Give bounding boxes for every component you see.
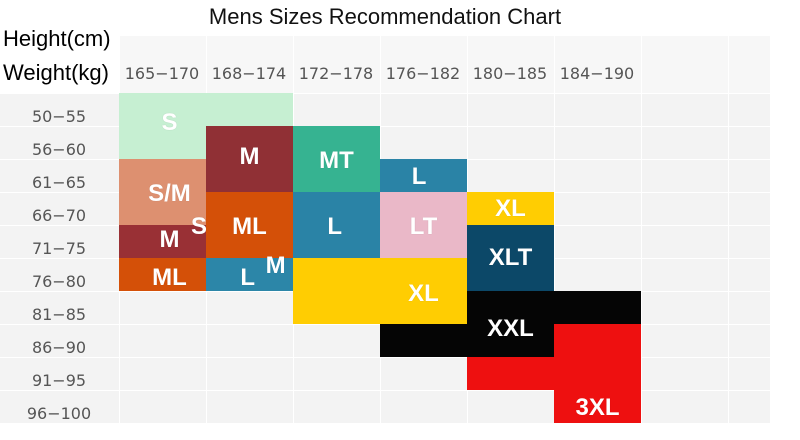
weight-tick-label: 96−100: [26, 404, 92, 423]
size-block: [119, 258, 206, 291]
size-label: XL: [495, 194, 526, 222]
height-tick-label: 184−190: [559, 64, 635, 83]
weight-tick-label: 91−95: [31, 371, 87, 390]
size-block: [119, 159, 206, 225]
size-label: ML: [152, 263, 187, 291]
size-label: XLT: [488, 244, 533, 271]
size-block: [119, 93, 293, 126]
weight-tick-label: 61−65: [31, 173, 87, 192]
height-tick-label: 180−185: [472, 64, 548, 83]
grid-line: [0, 423, 770, 424]
size-block: [293, 258, 380, 324]
size-label: S: [191, 212, 208, 240]
size-label: M: [265, 252, 286, 280]
size-block: [467, 225, 554, 291]
grid-line: [554, 36, 555, 423]
size-block: [119, 225, 206, 258]
size-block: [293, 192, 380, 258]
size-block: [206, 258, 293, 291]
weight-tick-label: 86−90: [31, 338, 87, 357]
size-label: L: [327, 212, 343, 240]
size-block: [467, 192, 554, 225]
grid-line: [0, 126, 770, 127]
weight-tick-label: 66−70: [31, 206, 87, 225]
grid-line: [0, 93, 770, 94]
size-label: S/M: [148, 179, 191, 207]
weight-tick-label: 81−85: [31, 305, 87, 324]
height-tick-label: 168−174: [211, 64, 287, 83]
size-label: S: [161, 108, 178, 136]
size-label: M: [159, 225, 180, 253]
grid-line: [0, 357, 770, 358]
weight-tick-label: 71−75: [31, 239, 87, 258]
grid-line: [728, 36, 729, 423]
size-block: [380, 192, 467, 258]
weight-tick-label: 76−80: [31, 272, 87, 291]
size-label: ML: [232, 212, 267, 240]
chart-title: Mens Sizes Recommendation Chart: [208, 4, 562, 29]
size-block: [467, 357, 554, 390]
size-block: [554, 324, 641, 423]
size-label: L: [240, 263, 256, 291]
weight-tick-label: 50−55: [31, 107, 87, 126]
size-block: [554, 291, 641, 324]
size-block: [206, 192, 293, 258]
grid-line: [0, 390, 770, 391]
size-label: M: [239, 143, 260, 171]
size-label: MT: [319, 146, 354, 174]
size-block: [380, 324, 467, 357]
grid-line: [641, 36, 642, 423]
size-block: [467, 291, 554, 357]
size-block: [119, 126, 206, 159]
height-axis-title: Height(cm): [3, 26, 111, 51]
height-tick-label: 165−170: [124, 64, 200, 83]
size-label: XXL: [487, 314, 534, 342]
size-label: LT: [409, 212, 438, 240]
size-block: [380, 258, 467, 324]
height-tick-label: 172−178: [298, 64, 374, 83]
size-block: [380, 159, 467, 192]
weight-tick-label: 56−60: [31, 140, 87, 159]
size-label: L: [411, 163, 427, 191]
size-block: [206, 126, 293, 192]
size-block: [293, 126, 380, 192]
height-tick-label: 176−182: [385, 64, 461, 83]
weight-axis-title: Weight(kg): [3, 60, 109, 85]
plot-background: [119, 36, 770, 93]
size-label: 3XL: [575, 394, 620, 422]
size-label: XL: [408, 280, 439, 308]
